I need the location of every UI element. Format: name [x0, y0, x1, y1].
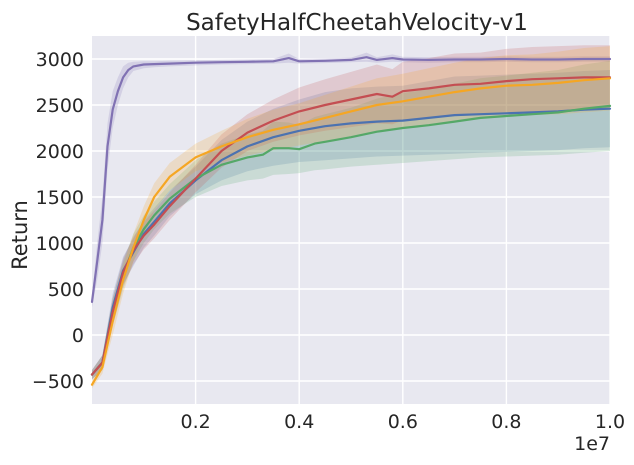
series-line-orange — [90, 77, 612, 386]
y-tick-label: 3000 — [36, 49, 84, 71]
grid-lines — [92, 36, 611, 404]
y-tick-label: 1000 — [36, 233, 84, 255]
y-tick-label: 2500 — [36, 95, 84, 117]
x-axis-offset-label: 1e7 — [574, 433, 610, 455]
x-tick-label: 0.8 — [491, 411, 521, 433]
series-band-orange — [92, 46, 610, 389]
y-axis-label: Return — [8, 200, 32, 270]
y-tick-label: 1500 — [36, 187, 84, 209]
y-tick-label: 500 — [48, 279, 84, 301]
x-tick-label: 0.2 — [180, 411, 210, 433]
tick-labels: 0.2 0.4 0.6 0.8 1.0 −500 0 500 1000 1500 2000 2500 3… — [32, 49, 625, 433]
series-lines — [90, 56, 612, 386]
y-tick-label: −500 — [32, 371, 84, 393]
x-tick-label: 0.6 — [388, 411, 418, 433]
series-line-green — [90, 104, 612, 376]
chart-title: SafetyHalfCheetahVelocity-v1 — [186, 10, 528, 36]
series-band-green — [92, 60, 610, 380]
series-line-red — [90, 76, 612, 376]
x-tick-label: 1.0 — [595, 411, 625, 433]
x-tick-label: 0.4 — [284, 411, 314, 433]
plot-background — [92, 36, 610, 404]
series-line-purple — [90, 56, 612, 303]
y-tick-label: 0 — [72, 325, 84, 347]
y-tick-label: 2000 — [36, 141, 84, 163]
